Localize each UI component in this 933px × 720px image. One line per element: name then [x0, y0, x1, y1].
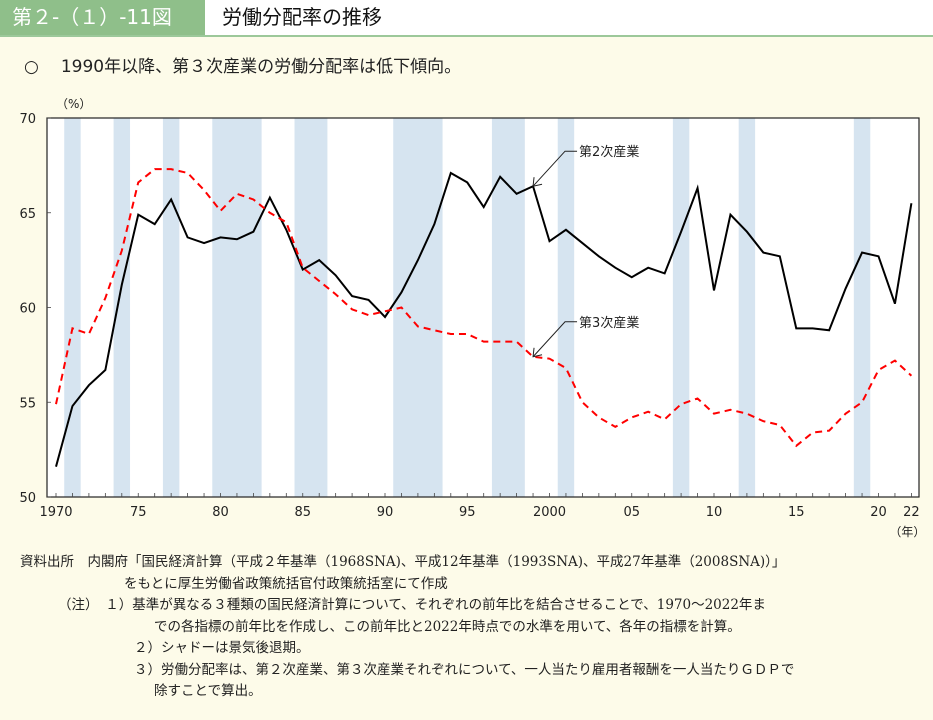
figure-title: 労働分配率の推移 [222, 5, 382, 29]
source-line1: 内閣府「国民経済計算（平成２年基準（1968SNA)、平成12年基準（1993S… [87, 554, 786, 570]
x-tick-label: 85 [294, 505, 311, 520]
y-tick-label: 50 [19, 491, 36, 506]
x-axis-label: （年） [889, 525, 925, 539]
note3-line2: 除すことで算出。 [154, 683, 262, 699]
arrowhead-icon [532, 177, 543, 187]
annotation-leader [532, 150, 578, 187]
x-tick-label: 95 [459, 505, 476, 520]
circle-bullet-icon: ○ [24, 57, 39, 77]
y-axis-label: （%） [56, 97, 91, 111]
figure-number: 第２-（１）-11図 [0, 0, 205, 35]
x-tick-label: 2000 [533, 505, 566, 520]
recession-shade [162, 118, 180, 497]
x-tick-label: 80 [212, 505, 229, 520]
note3-line1: ３）労働分配率は、第２次産業、第３次産業それぞれについて、一人当たり雇用者報酬を… [134, 661, 795, 678]
labor-share-chart: 50 55 60 65 70 （%） 1970 75 80 85 90 95 2000 05 10 15 20 2… [19, 97, 925, 539]
recession-shade [853, 118, 871, 497]
recession-shade [738, 118, 756, 497]
y-tick-label: 60 [19, 302, 36, 317]
recession-shade [672, 118, 690, 497]
x-tick-label: 10 [706, 505, 723, 520]
plot-area [47, 118, 919, 497]
recession-shade [294, 118, 328, 497]
series-line-secondary-industry [55, 171, 913, 467]
recession-shade [212, 118, 262, 497]
note-label: （注） [58, 597, 92, 613]
figure-header: 第２-（１）-11図 労働分配率の推移 [0, 0, 933, 37]
annotation-leader [532, 321, 578, 358]
recession-shade [113, 118, 131, 497]
source-line2: をもとに厚生労働省政策統括官付政策統括室にて作成 [124, 575, 448, 592]
summary: ○ 1990年以降、第３次産業の労働分配率は低下傾向。 [24, 52, 461, 77]
series-line-tertiary-industry [55, 168, 913, 448]
y-tick-label: 70 [19, 112, 36, 127]
x-tick-label: 05 [623, 505, 640, 520]
x-tick-label: 15 [788, 505, 805, 520]
y-tick-label: 55 [19, 396, 36, 411]
x-tick-label: 20 [870, 505, 887, 520]
x-tick-label: 75 [130, 505, 147, 520]
note1-line1: １）基準が異なる３種類の国民経済計算について、それぞれの前年比を結合させることで… [105, 597, 766, 613]
summary-text: 1990年以降、第３次産業の労働分配率は低下傾向。 [60, 57, 462, 77]
recession-shade [491, 118, 525, 497]
recession-shade [557, 118, 575, 497]
x-tick-label: 90 [377, 505, 394, 520]
annotation-label: 第2次産業 [579, 144, 639, 160]
note1-line2: での各指標の前年比を作成し、この前年比と2022年時点での水準を用いて、各年の指… [154, 618, 741, 635]
arrowhead-icon [532, 347, 543, 358]
x-tick-label: 22 [903, 505, 920, 520]
recession-shade [64, 118, 81, 497]
source-label: 資料出所 [20, 554, 74, 570]
notes: 資料出所 内閣府「国民経済計算（平成２年基準（1968SNA)、平成12年基準（… [20, 552, 794, 703]
note2: ２）シャドーは景気後退期。 [134, 640, 310, 656]
y-tick-label: 65 [19, 207, 36, 222]
x-tick-label: 1970 [39, 505, 72, 520]
annotation-label: 第3次産業 [579, 315, 639, 331]
